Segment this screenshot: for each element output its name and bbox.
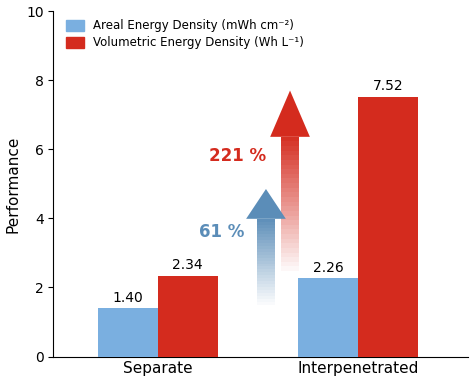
Bar [257, 299, 275, 302]
Bar [257, 257, 275, 261]
Bar [257, 282, 275, 284]
Bar [281, 165, 299, 169]
Bar [298, 278, 358, 356]
Polygon shape [270, 91, 310, 137]
Bar [257, 222, 275, 225]
Bar [281, 141, 299, 146]
Bar [281, 151, 299, 155]
Bar [281, 197, 299, 202]
Bar [281, 146, 299, 151]
Bar [257, 249, 275, 252]
Bar [257, 234, 275, 237]
Bar [257, 240, 275, 243]
Text: 2.26: 2.26 [313, 261, 344, 275]
Bar [281, 137, 299, 141]
Bar [257, 269, 275, 272]
Bar [281, 206, 299, 211]
Bar [281, 155, 299, 160]
Bar [281, 183, 299, 188]
Bar [158, 276, 218, 356]
Bar [281, 262, 299, 267]
Bar [281, 248, 299, 253]
Bar [257, 296, 275, 299]
Bar [257, 228, 275, 231]
Bar [257, 267, 275, 269]
Bar [281, 193, 299, 197]
Bar [281, 243, 299, 248]
Bar [281, 253, 299, 257]
Bar [257, 290, 275, 293]
Bar [257, 275, 275, 278]
Bar [281, 202, 299, 206]
Polygon shape [246, 189, 286, 219]
Bar [257, 237, 275, 240]
Bar [281, 234, 299, 239]
Text: 221 %: 221 % [209, 147, 266, 165]
Bar [281, 225, 299, 230]
Bar [257, 287, 275, 290]
Bar [281, 220, 299, 225]
Bar [257, 254, 275, 257]
Bar [281, 267, 299, 271]
Bar [281, 169, 299, 174]
Bar [281, 257, 299, 262]
Bar [257, 272, 275, 275]
Bar [281, 230, 299, 234]
Bar [257, 293, 275, 296]
Bar [257, 243, 275, 246]
Bar [281, 211, 299, 215]
Bar [281, 215, 299, 220]
Bar [257, 231, 275, 234]
Bar [358, 97, 419, 356]
Bar [281, 188, 299, 193]
Text: 7.52: 7.52 [373, 79, 403, 93]
Bar [98, 308, 158, 356]
Bar [281, 160, 299, 165]
Bar [257, 252, 275, 254]
Bar [257, 219, 275, 222]
Bar [281, 178, 299, 183]
Bar [257, 284, 275, 287]
Text: 2.34: 2.34 [173, 258, 203, 272]
Bar [257, 261, 275, 264]
Y-axis label: Performance: Performance [6, 135, 20, 233]
Text: 61 %: 61 % [199, 223, 244, 241]
Bar [281, 271, 299, 276]
Bar [257, 278, 275, 282]
Legend: Areal Energy Density (mWh cm⁻²), Volumetric Energy Density (Wh L⁻¹): Areal Energy Density (mWh cm⁻²), Volumet… [64, 17, 306, 52]
Bar [257, 246, 275, 249]
Bar [257, 302, 275, 305]
Bar [257, 305, 275, 308]
Text: 1.40: 1.40 [112, 291, 143, 305]
Bar [281, 239, 299, 243]
Bar [257, 264, 275, 267]
Bar [281, 174, 299, 178]
Bar [257, 225, 275, 228]
